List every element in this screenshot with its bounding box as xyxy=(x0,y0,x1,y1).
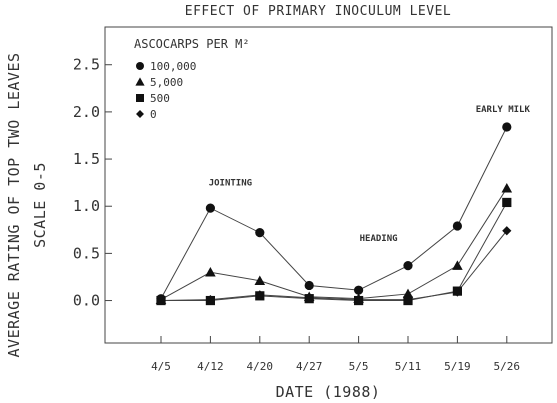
x-axis-title: DATE (1988) xyxy=(276,383,381,401)
annotation-label: EARLY MILK xyxy=(476,105,531,115)
chart-title: EFFECT OF PRIMARY INOCULUM LEVEL xyxy=(185,4,451,19)
data-point-series-0 xyxy=(452,221,462,231)
legend-marker-1 xyxy=(135,77,145,86)
series-line-0 xyxy=(160,126,508,299)
data-point-series-3 xyxy=(255,290,265,300)
legend-label: 100,000 xyxy=(150,60,196,73)
data-point-series-3 xyxy=(502,226,512,236)
data-point-series-3 xyxy=(304,293,314,303)
legend-marker-2 xyxy=(136,94,144,102)
annotation-label: JOINTING xyxy=(209,178,252,188)
annotation-label: HEADING xyxy=(360,234,398,244)
x-tick-label: 4/27 xyxy=(296,360,323,373)
x-tick-label: 5/26 xyxy=(494,360,521,373)
data-point-series-3 xyxy=(156,295,166,306)
data-point-series-0 xyxy=(354,285,364,295)
series-markers xyxy=(155,122,513,306)
annotations: JOINTING HEADING EARLY MILK xyxy=(209,105,531,244)
data-point-series-0 xyxy=(304,280,314,291)
data-point-series-1 xyxy=(402,288,414,299)
y-tick-label: 0.0 xyxy=(73,292,100,310)
series-line-2 xyxy=(161,202,508,302)
y-axis: 0.0 0.5 1.0 1.5 2.0 2.5 xyxy=(73,56,112,310)
y-tick-label: 2.0 xyxy=(73,103,100,121)
data-point-series-1 xyxy=(501,183,513,193)
series-lines xyxy=(160,126,508,302)
legend-marker-3 xyxy=(136,110,144,118)
data-point-series-3 xyxy=(205,294,216,305)
x-tick-label: 5/5 xyxy=(349,360,369,373)
x-axis: 4/5 4/12 4/20 4/27 5/5 5/11 5/19 5/26 xyxy=(151,336,520,373)
data-point-series-1 xyxy=(452,260,463,270)
legend-label: 500 xyxy=(150,92,170,105)
x-tick-label: 4/5 xyxy=(151,360,171,373)
y-tick-label: 1.5 xyxy=(73,150,100,168)
legend-label: 0 xyxy=(150,108,157,121)
data-point-series-1 xyxy=(254,275,266,285)
data-point-series-0 xyxy=(255,228,265,238)
data-point-series-0 xyxy=(403,261,413,271)
y-tick-label: 0.5 xyxy=(73,244,100,262)
data-point-series-0 xyxy=(205,203,215,213)
legend-label: 5,000 xyxy=(150,76,183,89)
x-tick-label: 5/19 xyxy=(444,360,471,373)
legend-title: ASCOCARPS PER M² xyxy=(134,37,250,51)
series-line-3 xyxy=(160,230,508,302)
x-tick-label: 5/11 xyxy=(395,360,422,373)
data-point-series-3 xyxy=(403,294,413,305)
data-point-series-1 xyxy=(205,266,216,277)
data-point-series-2 xyxy=(502,197,512,208)
series-line-1 xyxy=(160,188,508,301)
plot-frame xyxy=(104,26,553,344)
y-axis-title: AVERAGE RATING OF TOP TWO LEAVES xyxy=(5,53,23,358)
y-tick-label: 2.5 xyxy=(73,56,100,74)
data-point-series-0 xyxy=(502,122,512,132)
data-point-series-3 xyxy=(353,294,364,305)
x-tick-label: 4/12 xyxy=(197,360,224,373)
x-tick-label: 4/20 xyxy=(247,360,274,373)
legend: ASCOCARPS PER M² 100,000 5,000 500 0 xyxy=(134,37,250,121)
legend-marker-0 xyxy=(136,62,144,70)
data-point-series-3 xyxy=(452,287,463,297)
y-tick-label: 1.0 xyxy=(73,197,100,215)
y-axis-subtitle: SCALE 0-5 xyxy=(31,162,49,248)
